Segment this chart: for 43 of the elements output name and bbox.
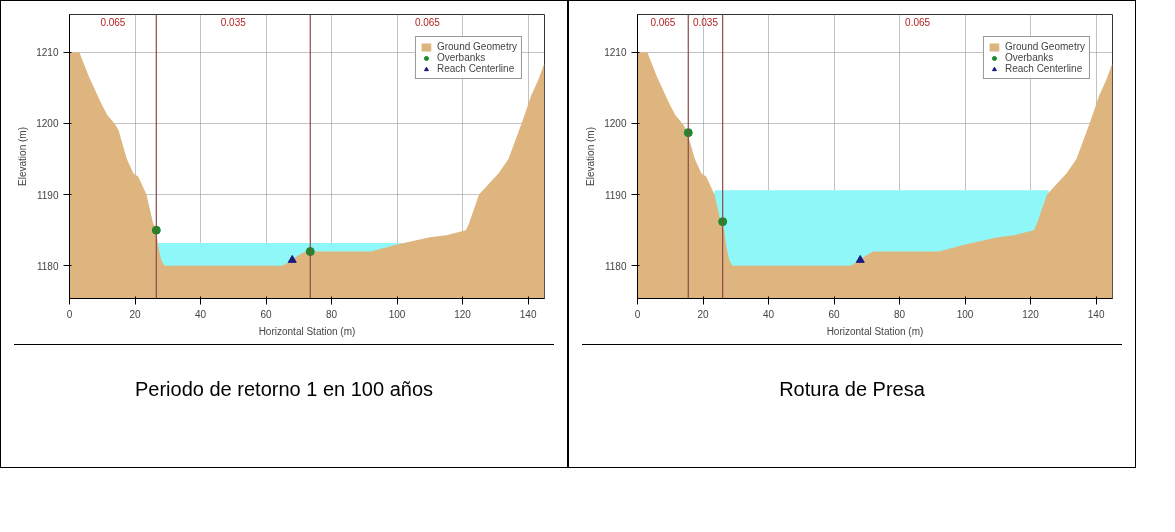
x-tick-label: 120: [454, 308, 472, 320]
legend-label: Overbanks: [1004, 52, 1054, 63]
annotation: 0.065: [414, 16, 441, 28]
annotation: 0.065: [905, 16, 931, 28]
x-tick-label: 20: [129, 308, 142, 320]
annotation: 0.035: [220, 16, 247, 28]
x-tick-label: 140: [519, 308, 537, 320]
y-tick-label: 1210: [604, 47, 627, 59]
x-axis-title: Horizontal Station (m): [826, 325, 924, 337]
y-axis-title: Elevation (m): [17, 127, 29, 186]
annotation: 0.065: [650, 16, 676, 28]
y-tick-label: 1180: [37, 260, 59, 272]
y-tick-label: 1200: [604, 118, 627, 130]
annotation: 0.035: [692, 16, 719, 28]
x-tick-label: 40: [762, 308, 775, 320]
x-tick-label: 60: [260, 308, 273, 320]
y-axis-title: Elevation (m): [585, 127, 597, 186]
legend-label: Overbanks: [436, 52, 486, 63]
text: Rotura de Presa: [779, 377, 925, 402]
y-tick-label: 1190: [605, 189, 627, 201]
x-tick-label: 80: [894, 308, 906, 320]
y-tick-label: 1200: [36, 118, 59, 130]
x-tick-label: 100: [388, 308, 406, 320]
x-tick-label: 40: [194, 308, 207, 320]
text: Periodo de retorno 1 en 100 años: [135, 377, 433, 402]
x-axis-title: Horizontal Station (m): [258, 325, 356, 337]
x-tick-label: 60: [828, 308, 841, 320]
legend-label: Ground Geometry: [1004, 41, 1085, 52]
x-tick-label: 100: [956, 308, 974, 320]
x-tick-label: 0: [634, 308, 641, 320]
legend-label: Ground Geometry: [436, 41, 517, 52]
y-tick-label: 1210: [36, 47, 59, 59]
legend-label: Reach Centerline: [1004, 63, 1083, 74]
x-tick-label: 20: [697, 308, 710, 320]
x-tick-label: 140: [1087, 308, 1105, 320]
legend-label: Reach Centerline: [436, 63, 515, 74]
y-tick-label: 1180: [605, 260, 627, 272]
point: [855, 254, 865, 263]
x-tick-label: 0: [66, 308, 73, 320]
x-tick-label: 80: [326, 308, 338, 320]
x-tick-label: 120: [1022, 308, 1040, 320]
y-tick-label: 1190: [37, 189, 59, 201]
annotation: 0.065: [100, 16, 126, 28]
